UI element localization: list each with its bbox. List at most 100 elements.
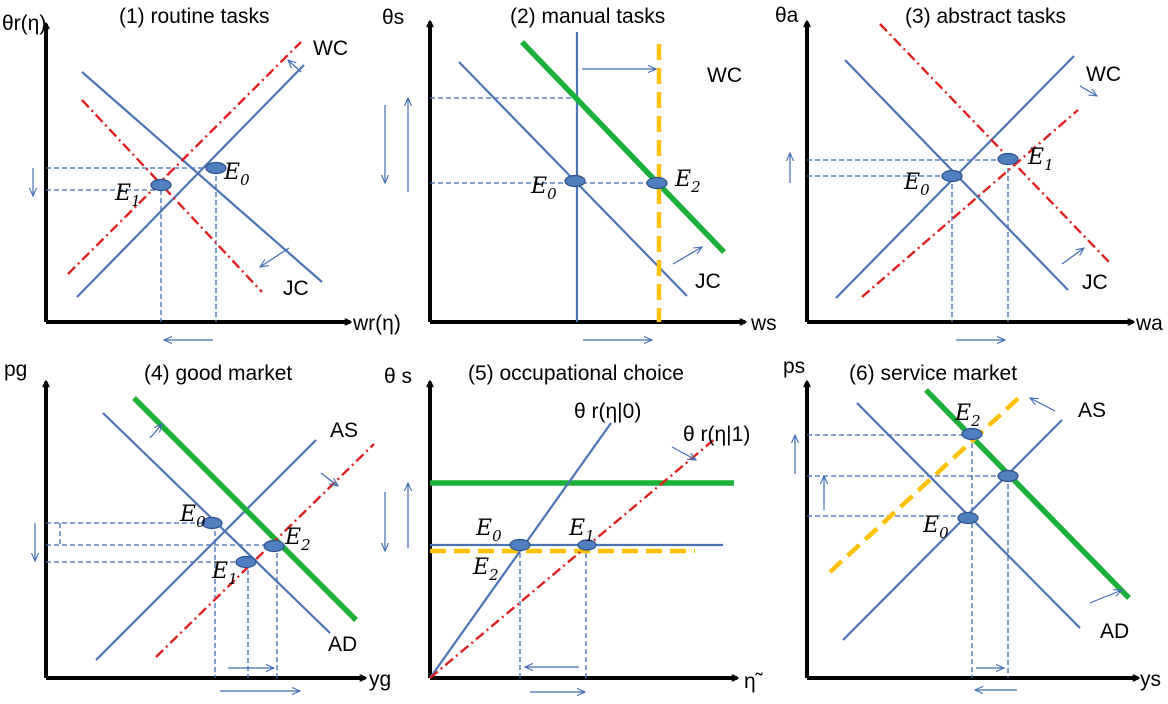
panel-title: (5) occupational choice [468,362,684,385]
theta-r-eta-0-label: θ r(η|0) [574,400,641,423]
axes [46,24,350,322]
equilibrium-e2-label: E2 [954,401,981,430]
as-label: AS [330,419,358,442]
panel-title: (6) service market [849,362,1017,385]
panel-title: (3) abstract tasks [905,5,1066,28]
x-axis-label: ws [750,312,777,335]
panel-service-market: (6) service market ps ys AS AD E2 E0 [783,355,1161,691]
ad-label: AD [1100,620,1129,643]
equilibrium-e0-marker [564,174,586,188]
theta-r-eta-1-curve [429,437,717,679]
x-axis-label: yg [369,668,391,691]
guide-lines [46,522,278,678]
guide-lines [807,434,1009,678]
x-axis-label: wr(η) [352,312,401,335]
equilibrium-markers [957,427,1019,525]
wc-curve [76,64,305,298]
curves [67,41,323,298]
equilibrium-e1-marker [150,178,172,192]
wc-label: WC [1086,63,1121,86]
equilibrium-as-ad-shift-marker [997,469,1019,483]
equilibrium-markers [941,152,1019,183]
theta-r-eta-1-label: θ r(η|1) [683,423,750,446]
curve-shift-arrow [671,446,696,460]
as-shift-arrow [1030,398,1056,412]
guide-lines [519,545,587,678]
y-axis-label: pg [4,358,27,381]
jc-label: JC [1082,271,1108,294]
as-curve-shifted [155,443,375,658]
panel-abstract-tasks: (3) abstract tasks θa wa WC JC E0 E1 [775,4,1163,340]
equilibrium-e2-marker [263,539,285,553]
jc-label: JC [283,277,309,300]
equilibrium-e1-label: E1 [114,181,141,210]
equilibrium-e0-marker [941,169,963,183]
wc-curve-shifted [861,109,1079,298]
wc-shift-arrow [1079,85,1097,96]
equilibrium-e0-label: E0 [530,174,557,203]
y-axis-label: θa [775,4,799,27]
jc-curve-shifted [520,40,726,254]
equilibrium-e0-marker [957,511,979,525]
equilibrium-e0-label: E0 [179,502,206,531]
equilibrium-e1-marker [235,555,257,569]
y-axis-label: θr(η) [2,12,46,35]
y-axis-label: θs [382,6,404,29]
equilibrium-markers [201,516,285,569]
axes [430,22,745,322]
x-axis-label: η̃ [744,670,764,693]
x-axis-label: wa [1135,312,1163,335]
equilibrium-e2-marker [646,176,668,190]
shift-arrows [33,60,302,340]
shift-arrows [385,446,696,692]
guide-lines [430,97,655,184]
equilibrium-e1-label: E1 [211,559,238,588]
equilibrium-e2-label: E2 [472,555,499,584]
curves [835,23,1110,299]
wc-curve-shifted [67,41,302,275]
axes [807,22,1133,322]
jc-shift-arrow [260,247,290,267]
panel-manual-tasks: (2) manual tasks θs ws WC JC E0 E2 [382,5,777,340]
equilibrium-e0-marker [509,538,531,552]
x-axis-label: ys [1140,668,1161,691]
equilibrium-markers [150,161,227,192]
equilibrium-e1-label: E1 [568,516,595,545]
as-label: AS [1078,399,1106,422]
panel-title: (4) good market [144,362,292,385]
axes [430,382,737,678]
ad-shift-arrow [1089,590,1122,604]
y-axis-label: θ s [384,365,412,388]
guide-lines [46,167,217,322]
equilibrium-e0-label: E0 [223,160,250,189]
as-curve [95,439,317,661]
curves [828,388,1131,641]
ad-curve-shifted [132,396,358,622]
as-shift-arrow [320,472,338,486]
equilibrium-e0-label: E0 [475,516,502,545]
ad-label: AD [328,633,357,656]
equilibrium-e0-marker [201,516,223,530]
wc-label: WC [707,64,742,87]
panel-title: (2) manual tasks [510,5,665,28]
equilibrium-e1-marker [997,152,1019,166]
jc-curve [81,71,323,283]
shift-arrows [795,398,1122,690]
panel-good-market: (4) good market pg yg AS AD E0 E2 E1 [4,358,391,691]
jc-label: JC [695,270,721,293]
as-curve [842,419,1063,641]
shift-arrows [790,85,1097,340]
ad-shift-arrow [149,424,162,439]
equilibrium-e1-label: E1 [1027,145,1054,174]
shift-arrows [35,424,338,691]
wc-label: WC [313,37,348,60]
equilibrium-e2-label: E2 [284,525,311,554]
panel-title: (1) routine tasks [119,5,270,28]
equilibrium-e1-marker [577,539,597,551]
as-curve-shifted [828,391,1026,574]
panel-routine-tasks: (1) routine tasks θr(η) wr(η) WC JC E0 E… [2,5,401,340]
jc-curve-shifted [81,99,263,293]
ad-curve-shifted [924,388,1131,600]
equilibrium-markers [564,174,668,190]
